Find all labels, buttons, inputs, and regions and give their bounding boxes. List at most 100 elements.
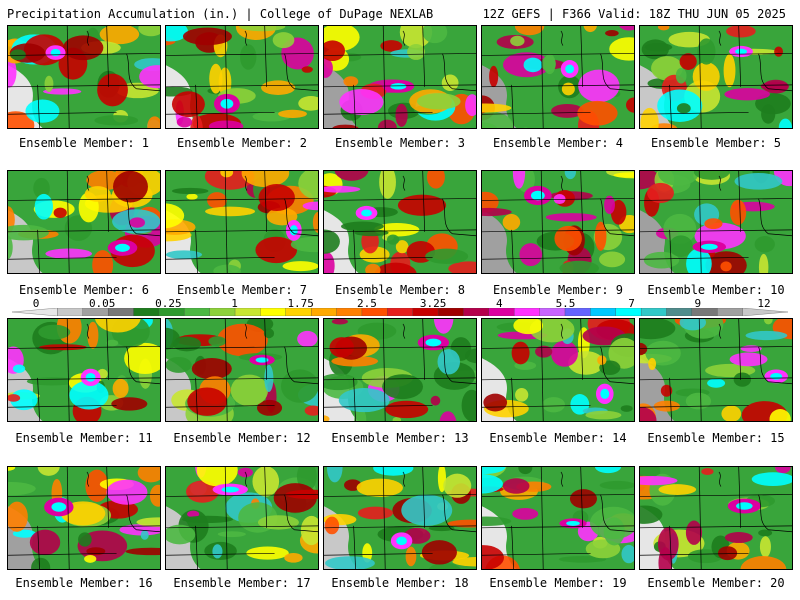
valid-time: 12Z GEFS | F366 Valid: 18Z THU JUN 05 20… [482, 7, 786, 21]
scale-tick-label: 0 [32, 297, 40, 310]
scale-tick-label: 1 [231, 297, 238, 310]
scale-swatch [311, 308, 338, 316]
scale-swatch [260, 308, 287, 316]
member-label-12: Ensemble Member: 12 [173, 431, 311, 445]
member-map-12 [165, 318, 319, 422]
member-map-2 [165, 25, 319, 129]
scale-swatch [666, 308, 693, 316]
member-label-11: Ensemble Member: 11 [15, 431, 153, 445]
scale-swatch [412, 308, 439, 316]
member-map-14 [481, 318, 635, 422]
scale-tick-label: 12 [757, 297, 771, 310]
precip-field [8, 319, 160, 421]
member-label-9: Ensemble Member: 9 [492, 283, 624, 297]
member-label-17: Ensemble Member: 17 [173, 576, 311, 590]
scale-tick-label: 7 [628, 297, 635, 310]
member-label-5: Ensemble Member: 5 [650, 136, 782, 150]
precip-field [482, 171, 634, 273]
color-scale-legend: 0 0.05 0.25 1 1.75 2.5 3.25 4 5.5 7 9 12 [12, 297, 788, 319]
member-map-6 [7, 170, 161, 274]
member-map-15 [639, 318, 793, 422]
precip-field [324, 171, 476, 273]
member-label-18: Ensemble Member: 18 [331, 576, 469, 590]
scale-swatch [564, 308, 591, 316]
member-map-19 [481, 466, 635, 570]
scale-swatch [691, 308, 718, 316]
precip-field [482, 467, 634, 569]
scale-swatch [387, 308, 414, 316]
member-map-8 [323, 170, 477, 274]
scale-swatch [285, 308, 312, 316]
member-label-7: Ensemble Member: 7 [176, 283, 308, 297]
scale-swatch [717, 308, 744, 316]
scale-tick-label: 9 [694, 297, 702, 310]
scale-swatch [158, 308, 185, 316]
precip-field [8, 171, 160, 273]
member-map-13 [323, 318, 477, 422]
member-map-10 [639, 170, 793, 274]
precip-field [640, 171, 792, 273]
precip-field [166, 171, 318, 273]
scale-swatch [640, 308, 667, 316]
precip-field [482, 319, 634, 421]
member-map-16 [7, 466, 161, 570]
color-scale-ticks: 0 0.05 0.25 1 1.75 2.5 3.25 4 5.5 7 9 12 [12, 297, 788, 310]
precip-field [166, 26, 318, 128]
member-map-18 [323, 466, 477, 570]
scale-swatch [133, 308, 160, 316]
member-label-2: Ensemble Member: 2 [176, 136, 308, 150]
scale-swatch [488, 308, 515, 316]
member-label-16: Ensemble Member: 16 [15, 576, 153, 590]
member-label-6: Ensemble Member: 6 [18, 283, 150, 297]
member-map-11 [7, 318, 161, 422]
member-map-3 [323, 25, 477, 129]
precip-field [324, 319, 476, 421]
precip-field [640, 467, 792, 569]
member-map-4 [481, 25, 635, 129]
scale-tick-label: 1.75 [287, 297, 314, 310]
chart-title: Precipitation Accumulation (in.) | Colle… [7, 7, 434, 21]
member-label-4: Ensemble Member: 4 [492, 136, 624, 150]
scale-swatch [12, 308, 58, 316]
member-label-1: Ensemble Member: 1 [18, 136, 150, 150]
scale-tick-label: 3.25 [419, 297, 447, 310]
member-map-9 [481, 170, 635, 274]
scale-swatch [463, 308, 490, 316]
precip-field [166, 319, 318, 421]
scale-tick-label: 5.5 [555, 297, 576, 310]
scale-tick-label: 4 [495, 297, 503, 310]
scale-swatch [234, 308, 261, 316]
member-label-10: Ensemble Member: 10 [647, 283, 785, 297]
member-label-14: Ensemble Member: 14 [489, 431, 627, 445]
precip-field [8, 26, 160, 128]
scale-tick-label: 0.05 [88, 297, 116, 310]
member-map-1 [7, 25, 161, 129]
precip-field [8, 467, 160, 569]
member-map-20 [639, 466, 793, 570]
member-label-19: Ensemble Member: 19 [489, 576, 627, 590]
precip-field [166, 467, 318, 569]
scale-swatch [742, 308, 788, 316]
precip-field [324, 467, 476, 569]
scale-swatch [361, 308, 388, 316]
precip-field [640, 319, 792, 421]
precip-field [640, 26, 792, 128]
scale-swatch [336, 308, 363, 316]
scale-swatch [539, 308, 566, 316]
scale-tick-label: 2.5 [356, 297, 377, 310]
scale-swatch [184, 308, 211, 316]
color-scale-bar [12, 308, 788, 316]
scale-swatch [209, 308, 236, 316]
member-label-15: Ensemble Member: 15 [647, 431, 785, 445]
member-map-7 [165, 170, 319, 274]
member-map-17 [165, 466, 319, 570]
scale-swatch [82, 308, 109, 316]
scale-swatch [615, 308, 642, 316]
precip-field [324, 26, 476, 128]
scale-swatch [107, 308, 134, 316]
scale-swatch [590, 308, 617, 316]
scale-swatch [514, 308, 541, 316]
scale-tick-label: 0.25 [155, 297, 182, 310]
member-map-5 [639, 25, 793, 129]
scale-swatch [437, 308, 464, 316]
